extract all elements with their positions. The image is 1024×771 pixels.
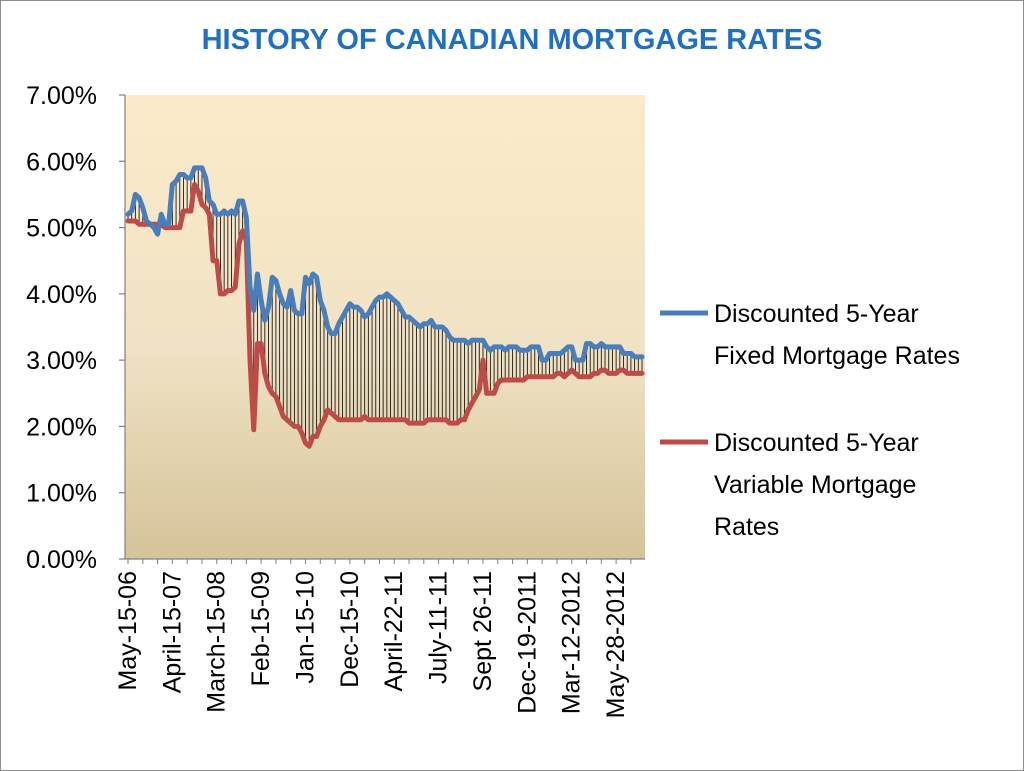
y-tick-label: 3.00% (26, 347, 97, 375)
series-group (125, 165, 645, 449)
y-tick-label: 1.00% (26, 480, 97, 508)
x-tick-label: Jan-15-10 (291, 571, 319, 684)
x-tick-label: Dec-15-10 (336, 571, 364, 688)
x-tick-label: Feb-15-09 (247, 571, 275, 686)
legend-item-variable: Discounted 5-Year Variable Mortgage Rates (660, 429, 919, 541)
legend-item-fixed: Discounted 5-Year Fixed Mortgage Rates (660, 300, 960, 370)
variable-rate-line (125, 181, 645, 449)
x-tick-label: April-22-11 (380, 571, 408, 691)
legend-label: Fixed Mortgage Rates (714, 342, 960, 370)
x-tick-label: Mar-12-2012 (558, 571, 586, 714)
legend-label: Variable Mortgage (714, 471, 916, 499)
x-tick-label: April-15-07 (158, 571, 186, 693)
x-tick-label: March-15-08 (203, 571, 231, 713)
legend-label: Discounted 5-Year (714, 300, 919, 328)
legend-label: Rates (714, 513, 779, 541)
x-tick-label: May-15-06 (114, 571, 142, 691)
y-tick-label: 5.00% (26, 215, 97, 243)
x-tick-label: Sept 26-11 (469, 571, 497, 691)
x-axis: May-15-06 April-15-07 March-15-08 Feb-15-09… (114, 559, 632, 718)
drop-lines (127, 167, 643, 447)
legend-label: Discounted 5-Year (714, 429, 919, 457)
x-tick-label: Dec-19-2011 (513, 571, 541, 714)
chart-title: HISTORY OF CANADIAN MORTGAGE RATES (202, 24, 823, 56)
y-tick-label: 0.00% (26, 546, 97, 574)
y-tick-label: 2.00% (26, 413, 97, 441)
x-tick-label: July-11-11 (425, 571, 453, 684)
plot-area (125, 95, 645, 559)
y-axis: 0.00% 1.00% 2.00% 3.00% 4.00% 5.00% 6.00% 7.00% (26, 82, 125, 574)
x-tick-label: May-28-2012 (602, 571, 630, 718)
y-tick-label: 7.00% (26, 82, 97, 110)
fixed-rate-line (125, 165, 645, 363)
y-tick-label: 6.00% (26, 148, 97, 176)
y-tick-label: 4.00% (26, 281, 97, 309)
